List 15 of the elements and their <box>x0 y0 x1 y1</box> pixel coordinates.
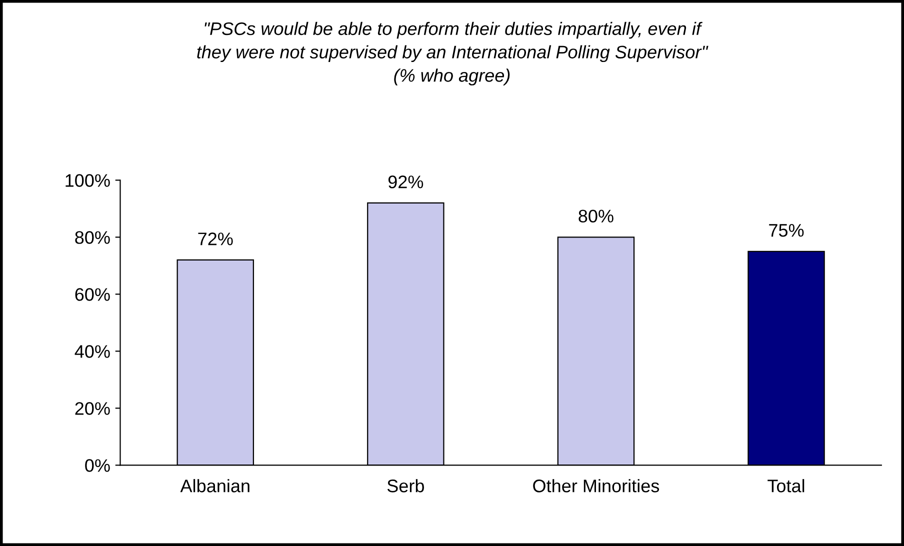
x-tick-label: Other Minorities <box>533 479 660 492</box>
data-label: 80% <box>578 210 614 223</box>
chart-title: "PSCs would be able to perform their duties impartially, even if they were not supervised by an International Polling Supervisor" (% who agree) <box>197 22 708 86</box>
y-tick-label: 20% <box>75 402 110 415</box>
y-tick-label: 40% <box>74 345 110 358</box>
y-tick-label: 0% <box>85 459 110 472</box>
y-tick-label: 100% <box>66 174 110 187</box>
x-tick-label: Total <box>768 479 804 492</box>
y-tick-label: 80% <box>75 231 110 244</box>
x-tick-label: Albanian <box>180 479 250 492</box>
data-label: 75% <box>769 224 804 237</box>
data-label: 92% <box>388 176 424 188</box>
data-label: 72% <box>198 232 233 246</box>
y-tick-label: 60% <box>75 288 110 301</box>
x-tick-label: Serb <box>387 479 424 492</box>
